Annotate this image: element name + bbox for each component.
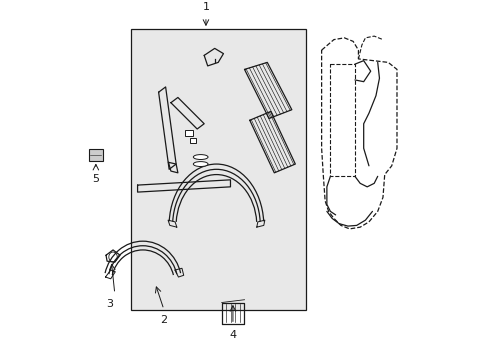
Bar [88,149,103,161]
Bar [190,139,196,143]
Text: 4: 4 [229,330,236,340]
Bar [184,130,192,136]
Text: 3: 3 [106,299,113,309]
Text: 5: 5 [92,174,99,184]
Text: 1: 1 [202,2,209,12]
Ellipse shape [193,162,207,167]
Ellipse shape [193,154,207,159]
Text: 2: 2 [160,315,167,325]
Bar [130,29,305,310]
